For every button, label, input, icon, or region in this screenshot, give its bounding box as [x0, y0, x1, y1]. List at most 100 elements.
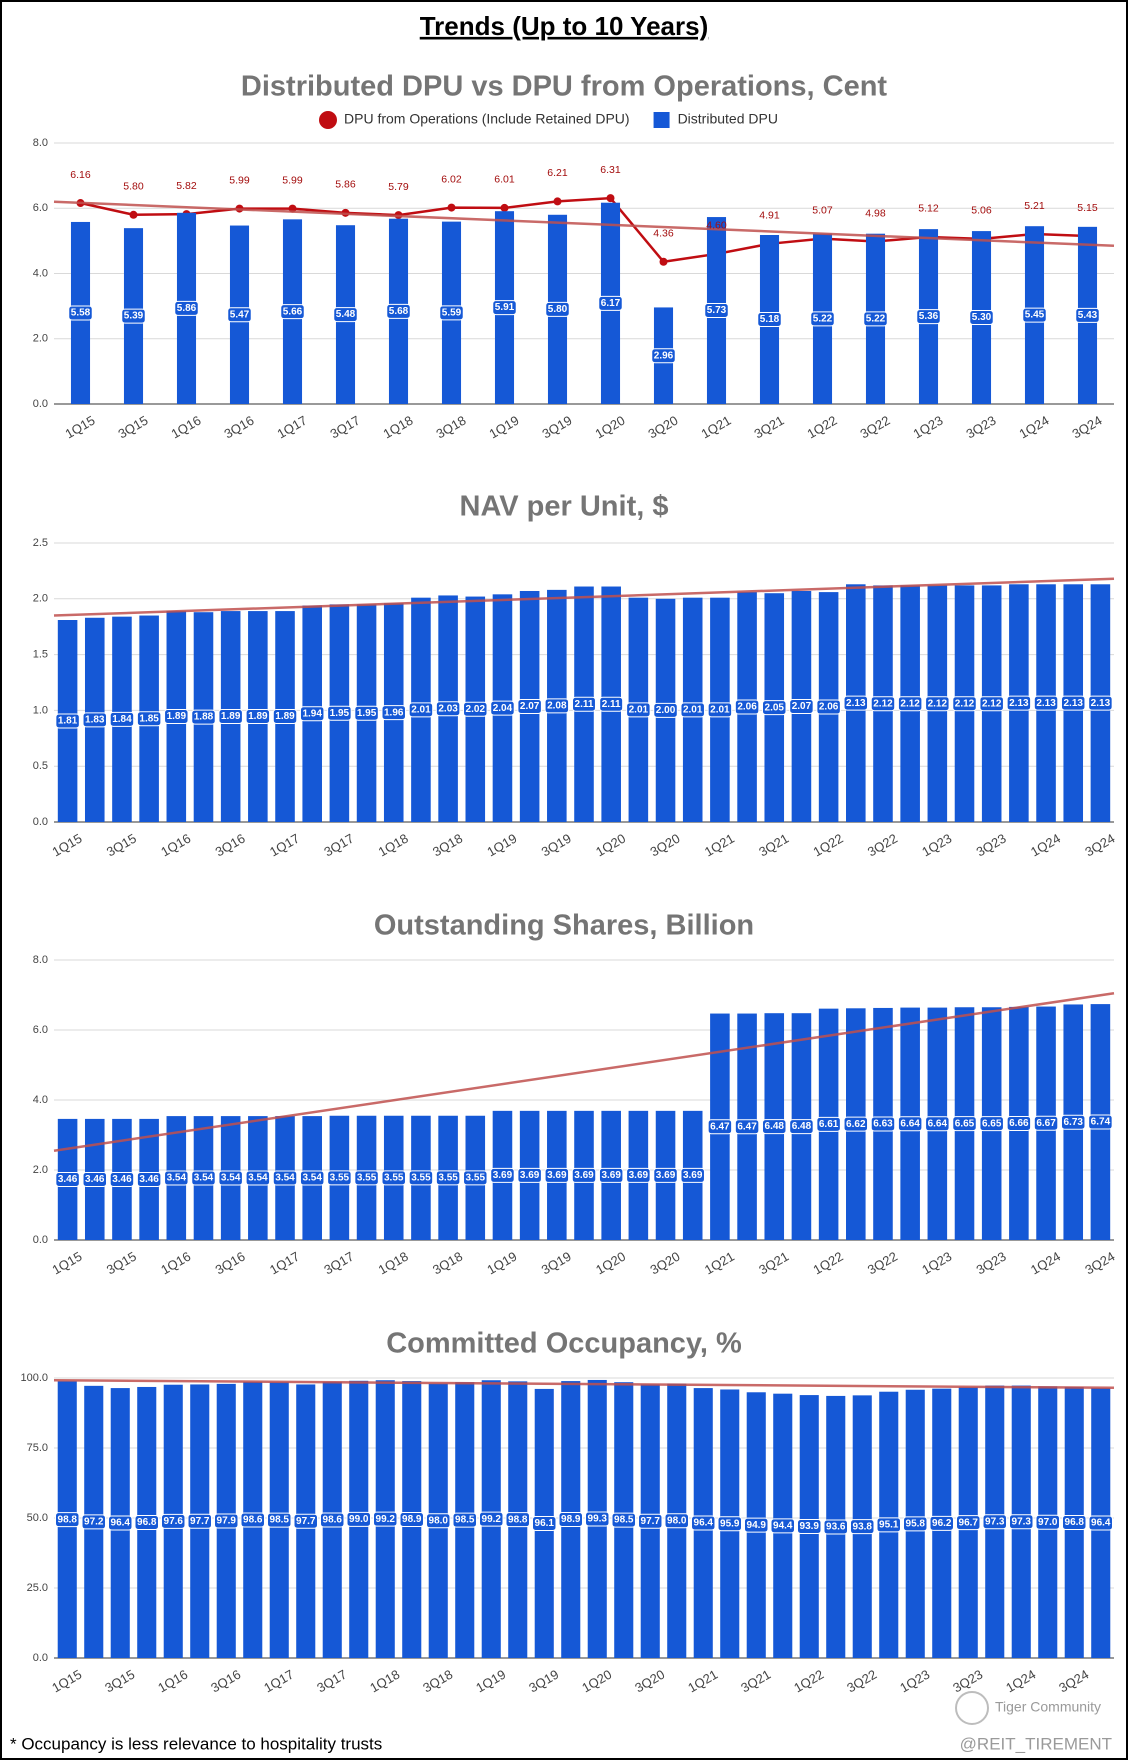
label-bg [1033, 1115, 1059, 1131]
label-bg [280, 304, 305, 320]
bar-label: 1.96 [384, 707, 404, 718]
label-bg [952, 1116, 977, 1132]
bar-label: 5.45 [1025, 310, 1045, 321]
line-point [553, 197, 562, 206]
label-bg [1035, 1514, 1060, 1530]
line-label: 5.15 [1077, 202, 1098, 214]
bar-label: 98.5 [614, 1515, 634, 1526]
bar-label: 3.55 [438, 1173, 458, 1184]
label-bg [408, 702, 434, 718]
bar-label: 93.9 [800, 1521, 820, 1532]
label-bg [707, 702, 733, 718]
chart: Committed Occupancy, % 0.0 25.0 50.0 75.0 100… [20, 1328, 1115, 1696]
legend-text: DPU from Operations (Include Retained DP… [344, 111, 630, 127]
label-bg [164, 1170, 189, 1186]
label-bg [439, 305, 464, 321]
y-tick-label: 2.0 [33, 1164, 48, 1176]
bar-label: 3.54 [167, 1173, 187, 1184]
bar-label: 5.36 [919, 311, 939, 322]
label-bg [1060, 1114, 1086, 1130]
bar-label: 2.12 [982, 698, 1002, 709]
label-bg [544, 698, 570, 714]
label-bg [505, 1512, 530, 1528]
label-bg [558, 1512, 583, 1528]
trendline [53, 1378, 1115, 1390]
label-bg [585, 1511, 610, 1527]
y-tick-label: 6.0 [33, 202, 48, 214]
label-bg [952, 696, 977, 712]
label-bg [789, 1119, 814, 1135]
bar-label: 2.01 [629, 704, 649, 715]
bar-label: 98.6 [323, 1515, 343, 1526]
bar-label: 2.13 [846, 698, 866, 709]
bar-label: 95.1 [879, 1520, 899, 1531]
y-tick-label: 25.0 [27, 1582, 48, 1594]
bar-label: 2.02 [466, 704, 486, 715]
label-bg [381, 1170, 406, 1186]
label-bg [333, 307, 358, 323]
bar-label: 5.18 [760, 314, 780, 325]
label-bg [463, 1170, 488, 1186]
label-bg [386, 303, 411, 319]
watermark: @REIT_TIREMENT [960, 1734, 1112, 1753]
bar-label: 3.69 [493, 1170, 513, 1181]
label-bg [870, 1116, 896, 1132]
bar-label: 97.6 [164, 1516, 184, 1527]
bar-label: 96.8 [1065, 1517, 1085, 1528]
label-bg [1062, 1514, 1087, 1530]
bar-label: 1.88 [194, 712, 214, 723]
label-bg [479, 1511, 504, 1527]
label-bg [293, 1513, 318, 1529]
label-bg [82, 712, 108, 728]
label-bg [770, 1518, 795, 1534]
y-tick-label: 0.0 [33, 1234, 48, 1246]
bar-label: 2.05 [765, 702, 785, 713]
label-bg [299, 706, 325, 722]
bar-label: 2.11 [575, 699, 594, 710]
label-bg [598, 295, 623, 311]
label-bg [979, 1116, 1004, 1132]
label-bg [174, 300, 199, 316]
label-bg [897, 1116, 923, 1132]
label-bg [626, 702, 651, 718]
label-bg [68, 305, 93, 321]
label-bg [1075, 307, 1100, 323]
label-bg [762, 1119, 787, 1135]
y-tick-label: 8.0 [33, 137, 48, 149]
bar-label: 96.1 [535, 1518, 555, 1529]
label-bg [876, 1517, 901, 1533]
bar-label: 3.69 [547, 1170, 567, 1181]
bar-label: 2.13 [1063, 698, 1083, 709]
bar-label: 6.65 [955, 1118, 975, 1129]
label-bg [704, 303, 729, 319]
label-bg [164, 709, 189, 725]
label-bg [1009, 1514, 1034, 1530]
bar-label: 96.4 [1091, 1518, 1111, 1529]
bar-label: 3.69 [520, 1170, 540, 1181]
bar-label: 5.66 [283, 306, 303, 317]
label-bg [707, 1119, 733, 1135]
label-bg [916, 309, 941, 325]
y-tick-label: 50.0 [27, 1512, 48, 1524]
trendline [53, 992, 1115, 1152]
line-point [500, 203, 509, 212]
label-bg [426, 1513, 451, 1529]
label-bg [653, 1167, 678, 1183]
bar-label: 6.73 [1063, 1117, 1083, 1128]
bar-label: 2.06 [737, 702, 757, 713]
label-bg [897, 696, 923, 712]
bar-label: 1.89 [167, 711, 187, 722]
label-bg [214, 1513, 239, 1529]
bar-label: 2.06 [819, 702, 839, 713]
bar-label: 3.46 [112, 1174, 132, 1185]
label-bg [925, 1116, 950, 1132]
y-tick-label: 100.0 [20, 1372, 48, 1384]
bar-label: 5.43 [1078, 310, 1098, 321]
bar-label: 5.39 [124, 311, 144, 322]
line-point [659, 257, 668, 266]
bar-label: 1.94 [302, 708, 322, 719]
bar-label: 2.07 [520, 701, 540, 712]
trendline [53, 577, 1115, 617]
bar-label: 2.96 [654, 350, 674, 361]
